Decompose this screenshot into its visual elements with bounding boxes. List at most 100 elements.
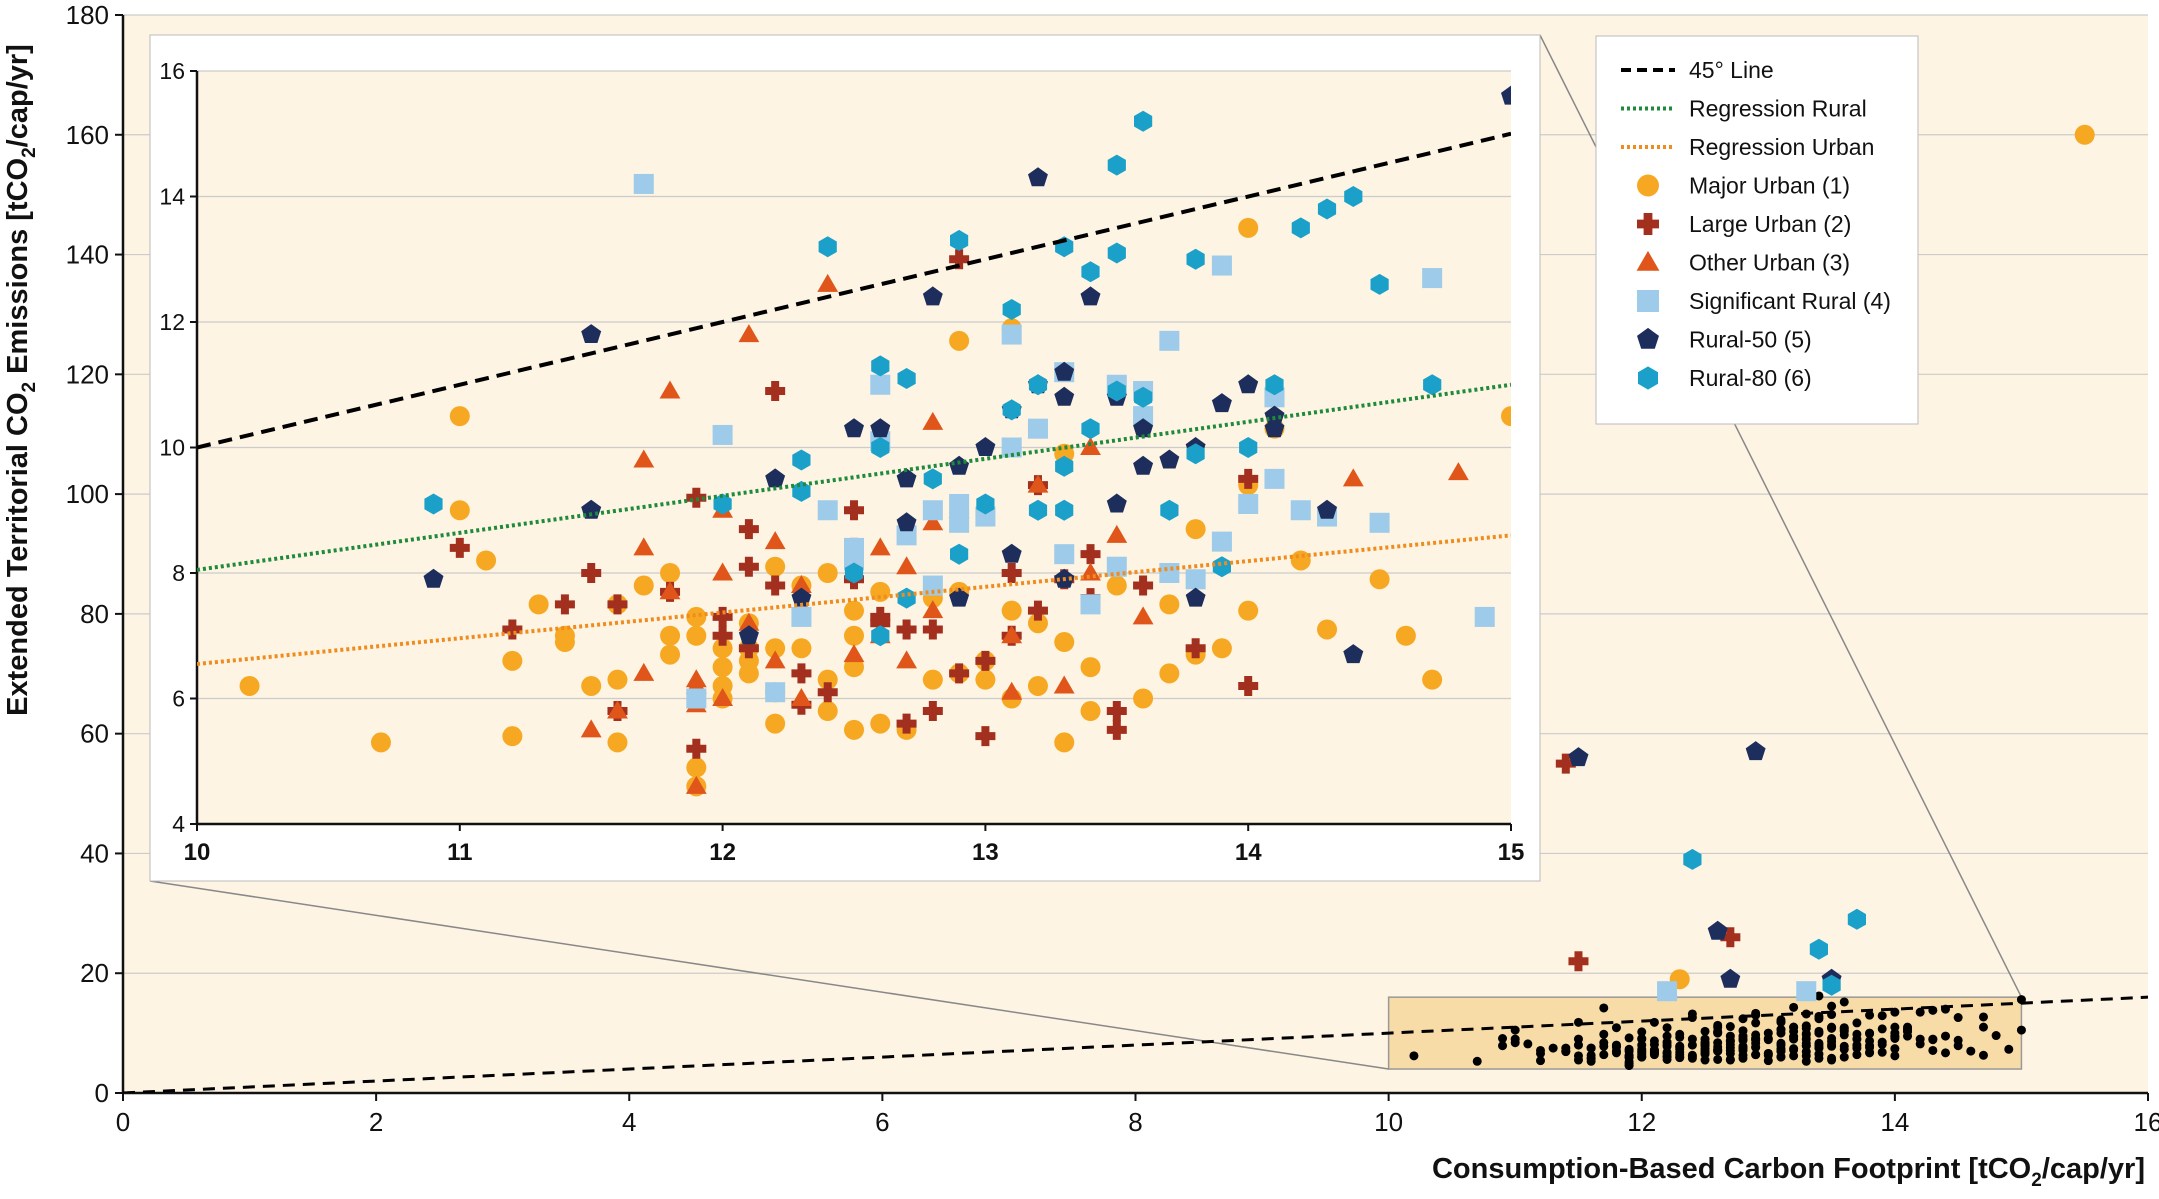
data-point — [686, 688, 707, 709]
data-point — [607, 732, 628, 753]
data-point — [1080, 594, 1101, 615]
data-point — [791, 638, 812, 659]
data-point — [1915, 1034, 1925, 1044]
data-point — [1624, 1060, 1634, 1070]
data-point — [949, 512, 970, 533]
data-point — [1054, 544, 1075, 565]
data-point — [1801, 1034, 1811, 1044]
y-tick-labels: 0 20 40 60 80 100 120 140 160 180 — [66, 0, 123, 1108]
data-point — [2074, 124, 2095, 145]
data-point — [791, 575, 812, 593]
data-point — [660, 563, 681, 583]
x-tick-labels: 0 2 4 6 8 10 12 14 16 — [116, 1093, 2159, 1137]
data-point — [765, 638, 786, 659]
data-point — [1839, 1023, 1849, 1033]
inset-x-tick-label: 12 — [709, 839, 736, 866]
data-point — [1637, 1052, 1647, 1062]
data-point — [1423, 374, 1442, 396]
data-point — [817, 500, 838, 521]
data-point — [528, 594, 549, 615]
data-point — [1028, 167, 1048, 187]
data-point — [1599, 1003, 1609, 1013]
data-point — [738, 324, 760, 343]
data-point — [1776, 1046, 1786, 1056]
inset-lines — [197, 131, 1511, 666]
data-point — [1107, 380, 1126, 402]
regression-urban-line — [197, 533, 1511, 666]
data-point — [1725, 1035, 1735, 1045]
data-point — [738, 556, 759, 577]
data-point — [975, 650, 996, 671]
data-point — [1890, 1007, 1900, 1017]
y-tick-label: 0 — [95, 1078, 109, 1108]
legend-label: 45° Line — [1689, 57, 1774, 83]
data-point — [764, 650, 786, 669]
data-point — [843, 644, 865, 663]
data-point — [1599, 1029, 1609, 1039]
data-point — [1890, 1051, 1900, 1061]
data-point — [581, 675, 602, 696]
data-point — [502, 619, 523, 640]
data-point — [1763, 1056, 1773, 1066]
data-point — [1865, 1029, 1875, 1039]
data-point — [712, 625, 733, 646]
data-point — [712, 657, 733, 678]
data-point — [1185, 519, 1206, 540]
legend-label: Regression Urban — [1689, 134, 1874, 160]
data-point — [870, 606, 891, 627]
data-point — [765, 381, 786, 402]
data-point — [1839, 1052, 1849, 1062]
data-point — [607, 700, 628, 719]
data-point — [1081, 418, 1100, 440]
data-point — [1054, 361, 1075, 381]
data-point — [1159, 594, 1180, 615]
legend-item: Significant Rural (4) — [1637, 288, 1891, 314]
data-point — [1536, 1056, 1545, 1066]
data-point — [1713, 1038, 1723, 1048]
data-point — [712, 424, 733, 445]
y-tick-label: 160 — [66, 120, 109, 150]
data-point — [1877, 1047, 1887, 1057]
legend-swatch — [1637, 327, 1659, 349]
data-point — [1852, 1018, 1862, 1028]
legend-label: Rural-50 (5) — [1689, 327, 1812, 353]
data-point — [1106, 493, 1127, 513]
data-point — [449, 537, 470, 558]
data-point — [817, 682, 838, 703]
inset-x-tick-label: 11 — [447, 839, 472, 866]
data-point — [370, 732, 391, 753]
data-point — [1928, 1045, 1938, 1055]
data-point — [1265, 374, 1284, 396]
data-point — [1814, 1053, 1824, 1063]
data-point — [1498, 1041, 1508, 1051]
data-point — [712, 638, 733, 659]
data-point — [607, 594, 628, 615]
data-point — [922, 512, 944, 531]
data-point — [1238, 675, 1259, 696]
data-point — [765, 556, 786, 577]
inset-y-tick-label: 8 — [172, 560, 185, 586]
data-point — [870, 374, 891, 395]
data-point — [1317, 619, 1338, 640]
data-point — [2004, 1044, 2014, 1054]
data-point — [1001, 600, 1022, 621]
data-point — [871, 625, 890, 647]
data-point — [1001, 324, 1022, 345]
data-point — [1789, 1002, 1799, 1012]
data-point — [1134, 110, 1153, 132]
data-point — [1941, 1031, 1950, 1041]
inset-y-tick-labels: 4 6 8 10 12 14 16 — [159, 58, 197, 837]
data-point — [1827, 1010, 1837, 1020]
data-point — [1801, 1023, 1811, 1033]
data-point — [1159, 449, 1180, 469]
data-point — [1080, 701, 1101, 722]
data-point — [1317, 499, 1337, 519]
data-point — [449, 500, 470, 521]
data-point — [896, 650, 917, 669]
data-point — [1186, 248, 1205, 270]
data-point — [922, 286, 943, 306]
data-point — [712, 606, 733, 627]
data-point — [1548, 1043, 1558, 1053]
x-tick-label: 12 — [1627, 1107, 1656, 1137]
data-point — [633, 537, 655, 556]
